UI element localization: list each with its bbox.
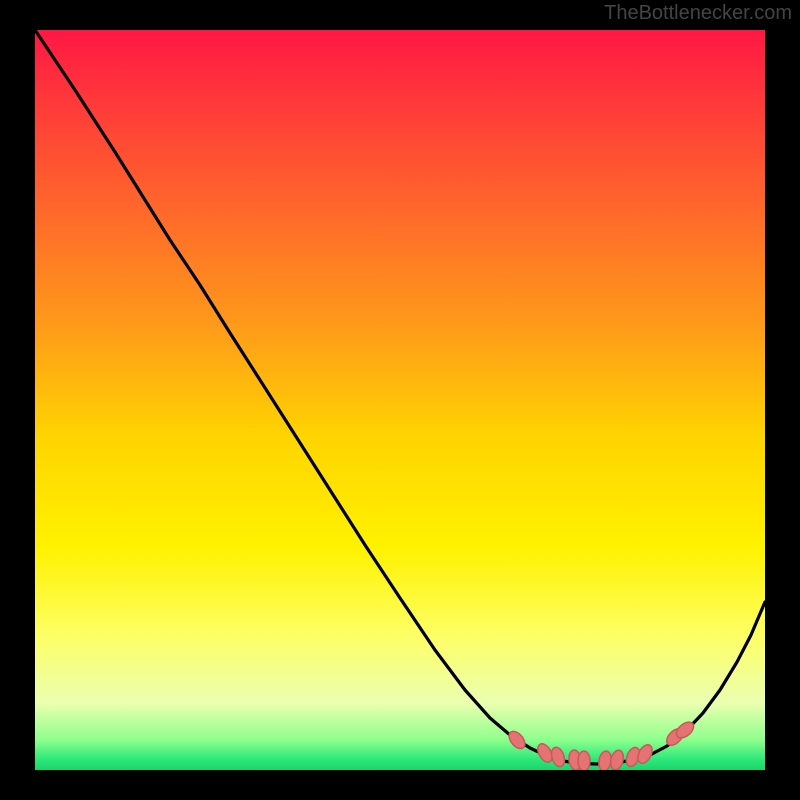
chart-plot-area — [35, 30, 765, 770]
chart-svg — [35, 30, 765, 770]
gradient-background — [35, 30, 765, 770]
curve-marker — [578, 751, 590, 770]
watermark: TheBottlenecker.com — [604, 2, 792, 25]
